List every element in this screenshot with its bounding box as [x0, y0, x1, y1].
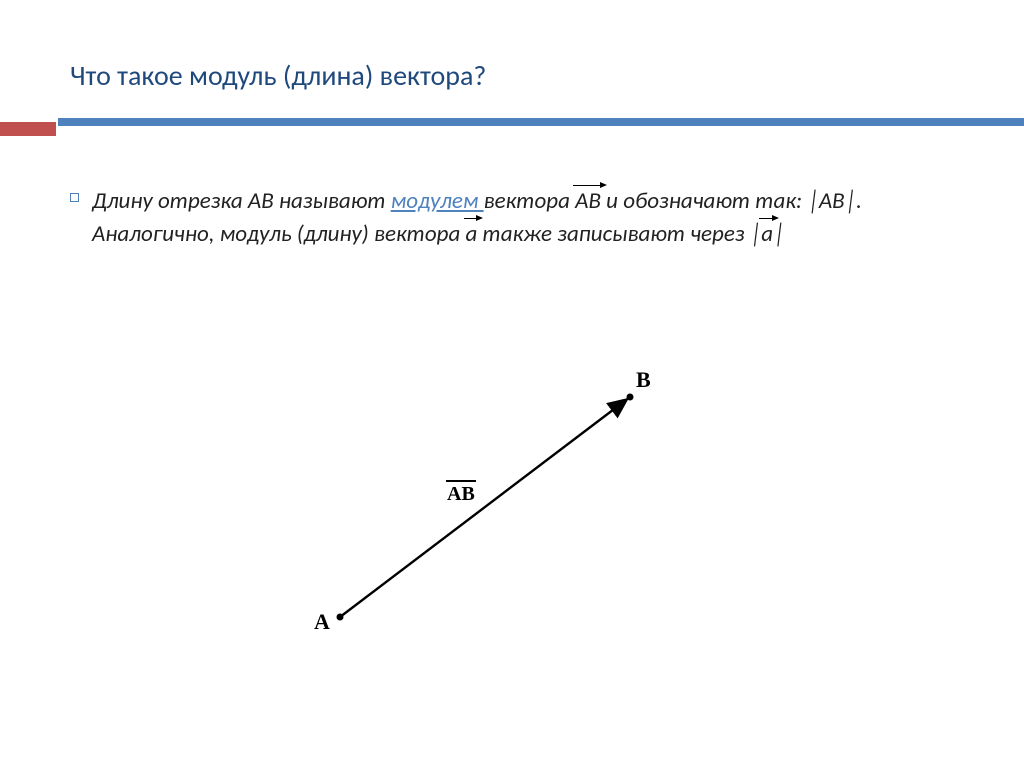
text-run: и обозначают так: [601, 187, 807, 215]
slide-title: Что такое модуль (длина) вектора? [70, 58, 486, 93]
vector-a-mod-text: a [761, 220, 773, 248]
body-text: Длину отрезка AB называют модулем вектор… [92, 185, 932, 252]
text-run: называют [274, 187, 391, 215]
accent-tab [0, 122, 56, 136]
vector-ab-text: AB [575, 187, 601, 215]
modulus-a-open: │ [750, 220, 762, 248]
modulus-ab: │AB│ [807, 187, 856, 215]
segment-ab-label-text: AB [447, 483, 475, 505]
vector-ab-inline: AB [575, 185, 601, 218]
overline-icon [446, 480, 476, 482]
vector-a-text: a [466, 220, 478, 248]
text-run: вектора [484, 187, 576, 215]
vector-a-inline: a [466, 218, 478, 251]
vector-diagram: A B AB [260, 355, 720, 695]
point-b-label: B [636, 367, 651, 393]
title-underline-bar [0, 118, 1024, 136]
underlined-word: модулем [391, 187, 484, 215]
text-run: Длину отрезка [92, 187, 248, 215]
vector-a-in-modulus: a [761, 218, 773, 251]
modulus-a-close: │ [773, 220, 785, 248]
accent-bar [58, 118, 1024, 126]
bullet-marker [70, 193, 79, 202]
slide: Что такое модуль (длина) вектора? Длину … [0, 0, 1024, 767]
text-run: также записывают через [477, 220, 749, 248]
vector-svg [260, 355, 720, 695]
segment-ab: AB [248, 187, 274, 215]
segment-ab-label: AB [447, 483, 475, 506]
point-a-label: A [314, 609, 330, 635]
